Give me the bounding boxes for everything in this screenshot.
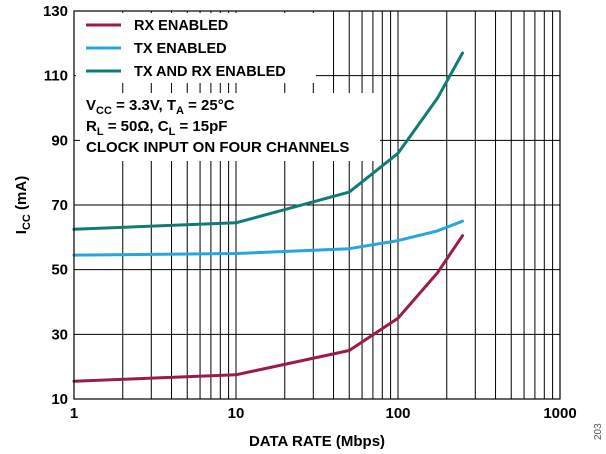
series-line (72, 219, 464, 257)
y-tick-label: 70 (51, 197, 68, 214)
series-line (72, 234, 464, 383)
y-tick-label: 30 (51, 326, 68, 343)
legend-label: RX ENABLED (134, 18, 228, 34)
legend-label: TX AND RX ENABLED (134, 64, 286, 80)
y-tick-label: 90 (51, 132, 68, 149)
x-tick-label: 1000 (543, 405, 576, 422)
x-tick-label: 10 (228, 405, 245, 422)
condition-line-1: VCC = 3.3V, TA = 25°C (86, 97, 235, 117)
x-tick-label: 100 (385, 405, 410, 422)
x-tick-label: 1 (70, 405, 78, 422)
y-tick-label: 50 (51, 262, 68, 279)
legend: RX ENABLED TX ENABLED TX AND RX ENABLED (86, 18, 286, 80)
y-axis-title: ICC (mA) (13, 176, 33, 234)
condition-line-2: RL = 50Ω, CL = 15pF (86, 118, 227, 138)
condition-line-3: CLOCK INPUT ON FOUR CHANNELS (86, 139, 349, 156)
y-tick-labels: 10 30 50 70 90 110 130 (43, 3, 68, 408)
y-tick-label: 130 (43, 3, 68, 20)
plot-area-frame (73, 10, 561, 400)
legend-label: TX ENABLED (134, 41, 227, 57)
x-axis-title: DATA RATE (Mbps) (249, 433, 385, 450)
series-line (72, 51, 464, 231)
series-layer (72, 51, 464, 383)
conditions-background (80, 93, 380, 161)
y-tick-label: 10 (51, 391, 68, 408)
y-tick-label: 110 (44, 68, 68, 85)
figure-code: 203 (593, 423, 604, 440)
x-tick-labels: 1 10 100 1000 (70, 405, 577, 422)
